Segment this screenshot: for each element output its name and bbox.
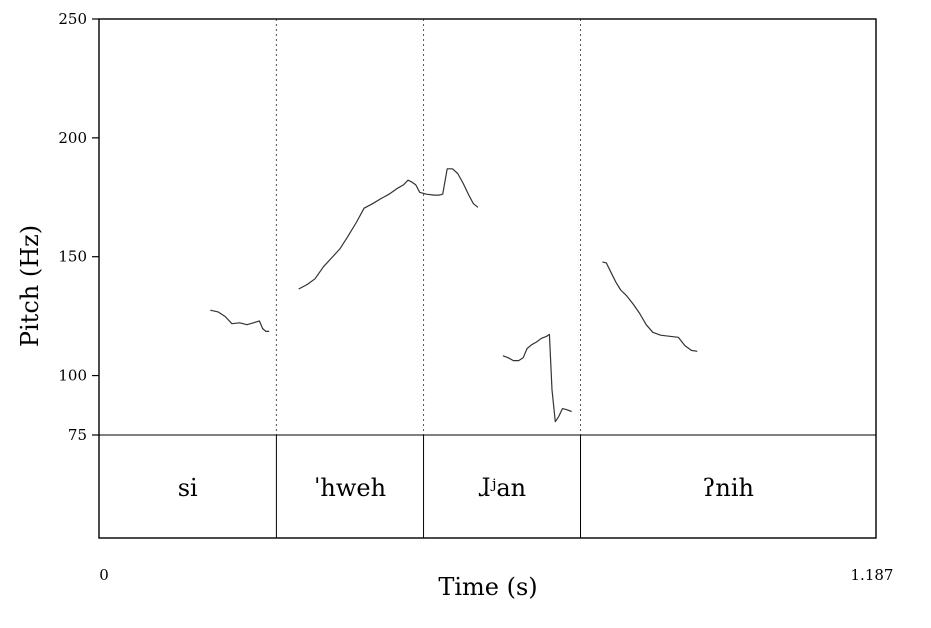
y-tick-label: 150: [58, 248, 87, 266]
x-axis-title: Time (s): [438, 573, 537, 601]
pitch-contour-2: [298, 168, 479, 290]
y-tick-label: 250: [58, 10, 87, 28]
pitch-contour-3: [502, 333, 572, 423]
segment-label: si: [178, 474, 198, 502]
segment-label: ʔnih: [703, 474, 754, 502]
y-tick-label: 75: [68, 426, 87, 444]
y-axis-ticks: 250 200 150 100 75: [58, 10, 99, 444]
x-tick-end: 1.187: [851, 566, 894, 584]
y-tick-label: 100: [58, 367, 87, 385]
y-axis-title: Pitch (Hz): [16, 225, 44, 347]
segment-labels: si ˈhweh ɺʲan ʔnih: [178, 474, 754, 502]
pitch-contour-4: [602, 261, 698, 352]
segment-label: ˈhweh: [314, 474, 386, 502]
x-tick-start: 0: [99, 566, 109, 584]
segment-label: ɺʲan: [478, 474, 526, 502]
pitch-series: [210, 168, 698, 423]
pitch-contour-1: [210, 309, 270, 332]
plot-frame: [98, 18, 877, 539]
y-tick-label: 200: [58, 129, 87, 147]
boundary-lines: [275, 19, 582, 538]
